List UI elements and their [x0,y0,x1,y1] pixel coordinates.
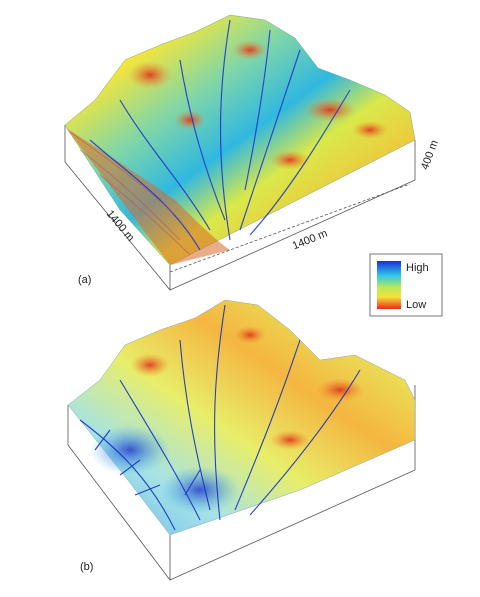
legend-label: Low [406,299,426,311]
box-a [64,125,416,291]
axis-label: 400 m [419,139,441,172]
terrain-b-detail [79,304,364,531]
legend-colorbar [377,261,401,309]
terrain-a-detail [66,19,388,265]
panel-label: (a) [78,274,91,286]
panel-label: (b) [80,561,93,573]
axis-label: 1400 m [291,227,330,252]
legend-label: High [406,262,429,274]
box-b [67,385,416,581]
